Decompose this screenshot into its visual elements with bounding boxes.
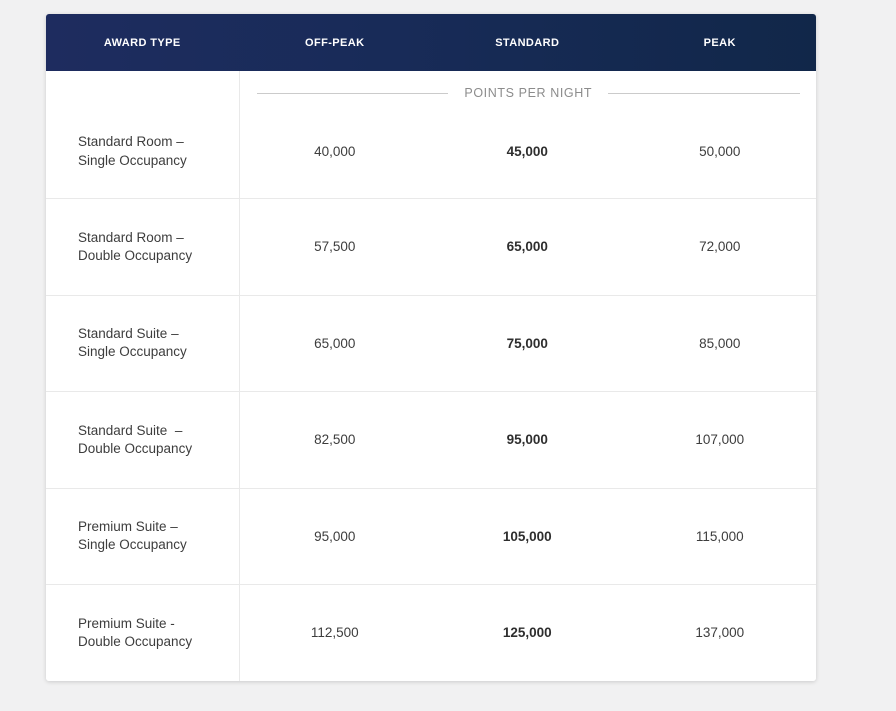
- peak-cell: 115,000: [695, 528, 744, 544]
- legend-line-right: [608, 92, 801, 94]
- table-row: Premium Suite - Double Occupancy 112,500…: [46, 584, 816, 681]
- award-type-cell: Premium Suite - Double Occupancy: [78, 615, 193, 649]
- standard-cell: 125,000: [502, 625, 552, 641]
- peak-cell: 137,000: [695, 625, 745, 641]
- table-row: POINTS PER NIGHT Standard Room – Single …: [46, 71, 816, 198]
- peak-cell: 72,000: [699, 239, 741, 255]
- off-peak-cell: 57,500: [314, 239, 356, 255]
- table-header-row: AWARD TYPE OFF-PEAK STANDARD PEAK: [46, 14, 816, 71]
- header-cell-off-peak: OFF-PEAK: [305, 36, 365, 49]
- table-row: Standard Room – Double Occupancy 57,500 …: [46, 198, 816, 295]
- legend-line-left: [256, 92, 449, 94]
- standard-cell: 95,000: [506, 432, 548, 448]
- table-body: POINTS PER NIGHT Standard Room – Single …: [46, 71, 816, 681]
- off-peak-cell: 65,000: [314, 335, 356, 351]
- award-type-cell: Standard Room – Double Occupancy: [78, 229, 193, 263]
- table-row: Standard Suite – Double Occupancy 82,500…: [46, 391, 816, 488]
- standard-cell: 65,000: [506, 239, 548, 255]
- award-type-cell: Standard Suite – Single Occupancy: [78, 326, 187, 360]
- points-per-night-legend: POINTS PER NIGHT: [239, 71, 817, 115]
- header-cell-award-type: AWARD TYPE: [103, 36, 181, 49]
- legend-label: POINTS PER NIGHT: [464, 86, 593, 100]
- award-type-cell: Premium Suite – Single Occupancy: [78, 519, 187, 553]
- award-type-cell: Standard Room – Single Occupancy: [78, 134, 188, 168]
- table-row: Standard Suite – Single Occupancy 65,000…: [46, 294, 816, 392]
- standard-cell: 75,000: [506, 335, 548, 351]
- table-row: Premium Suite – Single Occupancy 95,000 …: [46, 487, 816, 585]
- award-points-table: AWARD TYPE OFF-PEAK STANDARD PEAK POINTS…: [46, 14, 816, 681]
- peak-cell: 85,000: [699, 335, 741, 351]
- header-cell-standard: STANDARD: [495, 36, 560, 49]
- header-cell-peak: PEAK: [703, 36, 736, 49]
- award-type-cell: Standard Suite – Double Occupancy: [78, 422, 193, 456]
- peak-cell: 50,000: [699, 144, 741, 159]
- off-peak-cell: 95,000: [314, 528, 356, 544]
- off-peak-cell: 82,500: [314, 432, 356, 448]
- peak-cell: 107,000: [695, 432, 745, 448]
- off-peak-cell: 40,000: [314, 144, 356, 159]
- standard-cell: 105,000: [502, 528, 552, 544]
- off-peak-cell: 112,500: [310, 625, 359, 641]
- standard-cell: 45,000: [506, 144, 548, 159]
